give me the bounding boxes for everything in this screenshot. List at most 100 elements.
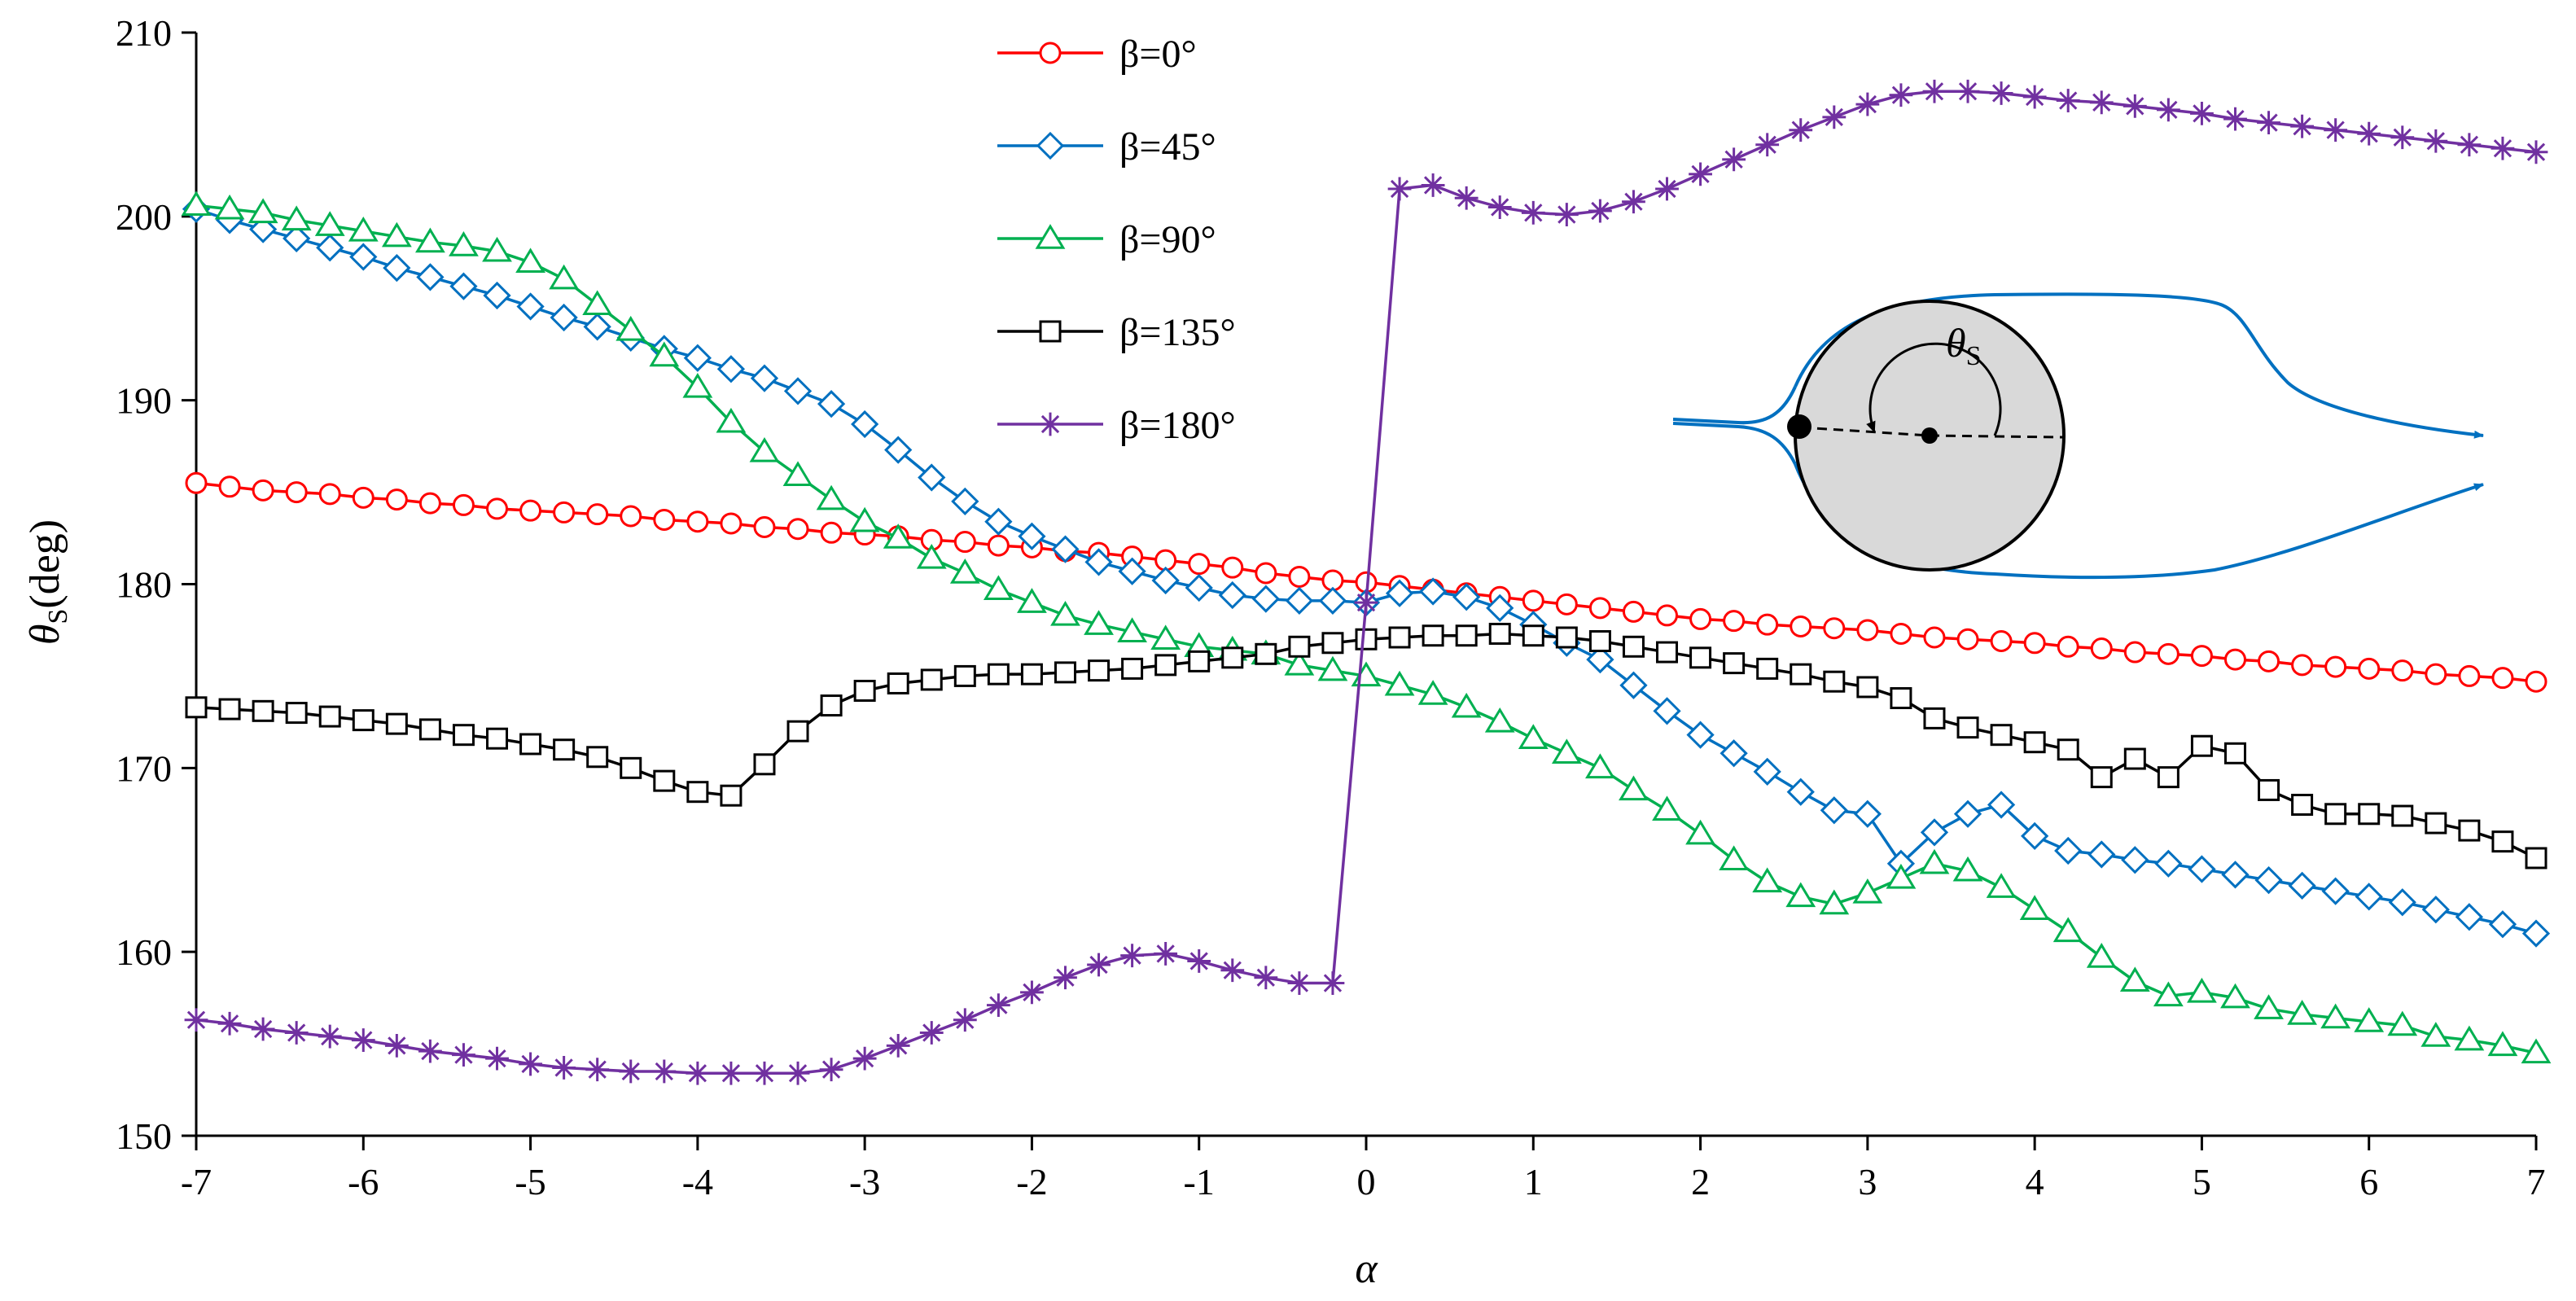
data-point	[686, 1061, 710, 1085]
data-point	[385, 712, 408, 735]
data-point	[1255, 642, 1277, 665]
data-point	[2056, 89, 2080, 112]
data-point	[2388, 888, 2416, 917]
data-point	[1723, 652, 1746, 675]
data-point	[2254, 994, 2284, 1019]
data-point	[218, 475, 241, 498]
data-point	[2290, 114, 2314, 138]
data-point	[1786, 778, 1815, 806]
data-point	[2054, 836, 2083, 865]
legend-marker	[1039, 42, 1062, 64]
data-point	[586, 746, 609, 769]
data-point	[2358, 657, 2381, 680]
data-point	[749, 436, 780, 462]
cylinder-inset-diagram: θS	[1672, 292, 2484, 580]
data-point	[1588, 597, 1611, 620]
x-tick-label: 7	[2527, 1161, 2546, 1202]
data-point	[1622, 635, 1645, 658]
x-tick-label: 3	[1858, 1161, 1877, 1202]
data-point	[1923, 626, 1946, 649]
data-point	[2525, 670, 2548, 693]
data-point	[1254, 966, 1278, 990]
data-point	[552, 1056, 576, 1080]
data-point	[716, 407, 747, 433]
data-point	[586, 503, 609, 526]
data-point	[349, 243, 378, 271]
data-point	[2288, 871, 2316, 900]
legend: β=0° β=45° β=90° β=135° β=180°	[997, 33, 1236, 447]
data-point	[2425, 812, 2447, 834]
data-point	[248, 215, 278, 243]
data-point	[1685, 819, 1715, 845]
data-point	[620, 505, 642, 528]
data-point	[2521, 919, 2551, 948]
x-tick-label: 6	[2359, 1161, 2378, 1202]
data-point	[550, 303, 578, 332]
data-point	[285, 702, 308, 725]
data-point	[2088, 840, 2116, 869]
data-point	[418, 492, 441, 515]
legend-marker	[1039, 320, 1062, 343]
data-point	[2491, 830, 2514, 853]
data-point	[486, 497, 509, 520]
data-point	[1656, 641, 1679, 664]
data-point	[2188, 855, 2216, 883]
separation-radius-line	[1800, 426, 1930, 437]
data-point	[1789, 118, 1813, 142]
data-point	[1288, 635, 1311, 658]
data-point	[916, 543, 947, 569]
data-point	[986, 993, 1010, 1018]
data-point	[2220, 983, 2250, 1009]
x-tick-label: 2	[1691, 1161, 1710, 1202]
data-point	[418, 718, 441, 741]
data-point	[2121, 846, 2149, 874]
data-point	[1689, 646, 1712, 669]
data-point	[1117, 617, 1147, 642]
data-point	[1384, 670, 1415, 696]
y-tick-label: 170	[116, 747, 172, 789]
data-point	[1855, 92, 1880, 116]
data-point	[381, 221, 412, 247]
data-point	[352, 709, 375, 732]
data-point	[653, 508, 676, 531]
data-point	[1953, 799, 1982, 828]
legend-label: β=90°	[1119, 218, 1216, 261]
x-tick-label: -2	[1016, 1161, 1047, 1202]
data-point	[1655, 177, 1679, 201]
data-point	[1890, 622, 1912, 645]
data-point	[218, 698, 241, 721]
data-point	[1484, 707, 1515, 733]
data-point	[2287, 1000, 2317, 1025]
data-point	[1050, 600, 1080, 626]
data-point	[1121, 657, 1144, 680]
data-point	[281, 205, 312, 231]
data-point	[2291, 654, 2314, 677]
data-point	[2023, 632, 2046, 655]
data-point	[1421, 173, 1445, 197]
data-point	[1588, 630, 1611, 653]
data-point	[352, 486, 375, 509]
data-point	[1221, 556, 1244, 579]
data-point	[2090, 766, 2113, 789]
data-point	[649, 341, 680, 367]
data-point	[2525, 847, 2548, 870]
data-point	[2156, 98, 2180, 122]
data-point	[1317, 655, 1348, 681]
x-tick-label: -4	[682, 1161, 713, 1202]
data-point	[2257, 111, 2280, 135]
data-point	[1218, 580, 1246, 610]
data-point	[1020, 980, 1044, 1005]
data-point	[820, 521, 843, 544]
series-line	[195, 208, 2537, 935]
data-point	[920, 668, 943, 691]
data-point	[987, 663, 1010, 686]
y-tick-label: 190	[116, 380, 172, 422]
data-point	[1488, 622, 1511, 645]
data-point	[585, 1058, 610, 1082]
data-point	[2221, 861, 2250, 889]
data-point	[181, 191, 212, 217]
data-point	[519, 499, 542, 522]
data-point	[653, 769, 676, 792]
data-point	[1656, 604, 1679, 627]
data-point	[348, 216, 379, 242]
